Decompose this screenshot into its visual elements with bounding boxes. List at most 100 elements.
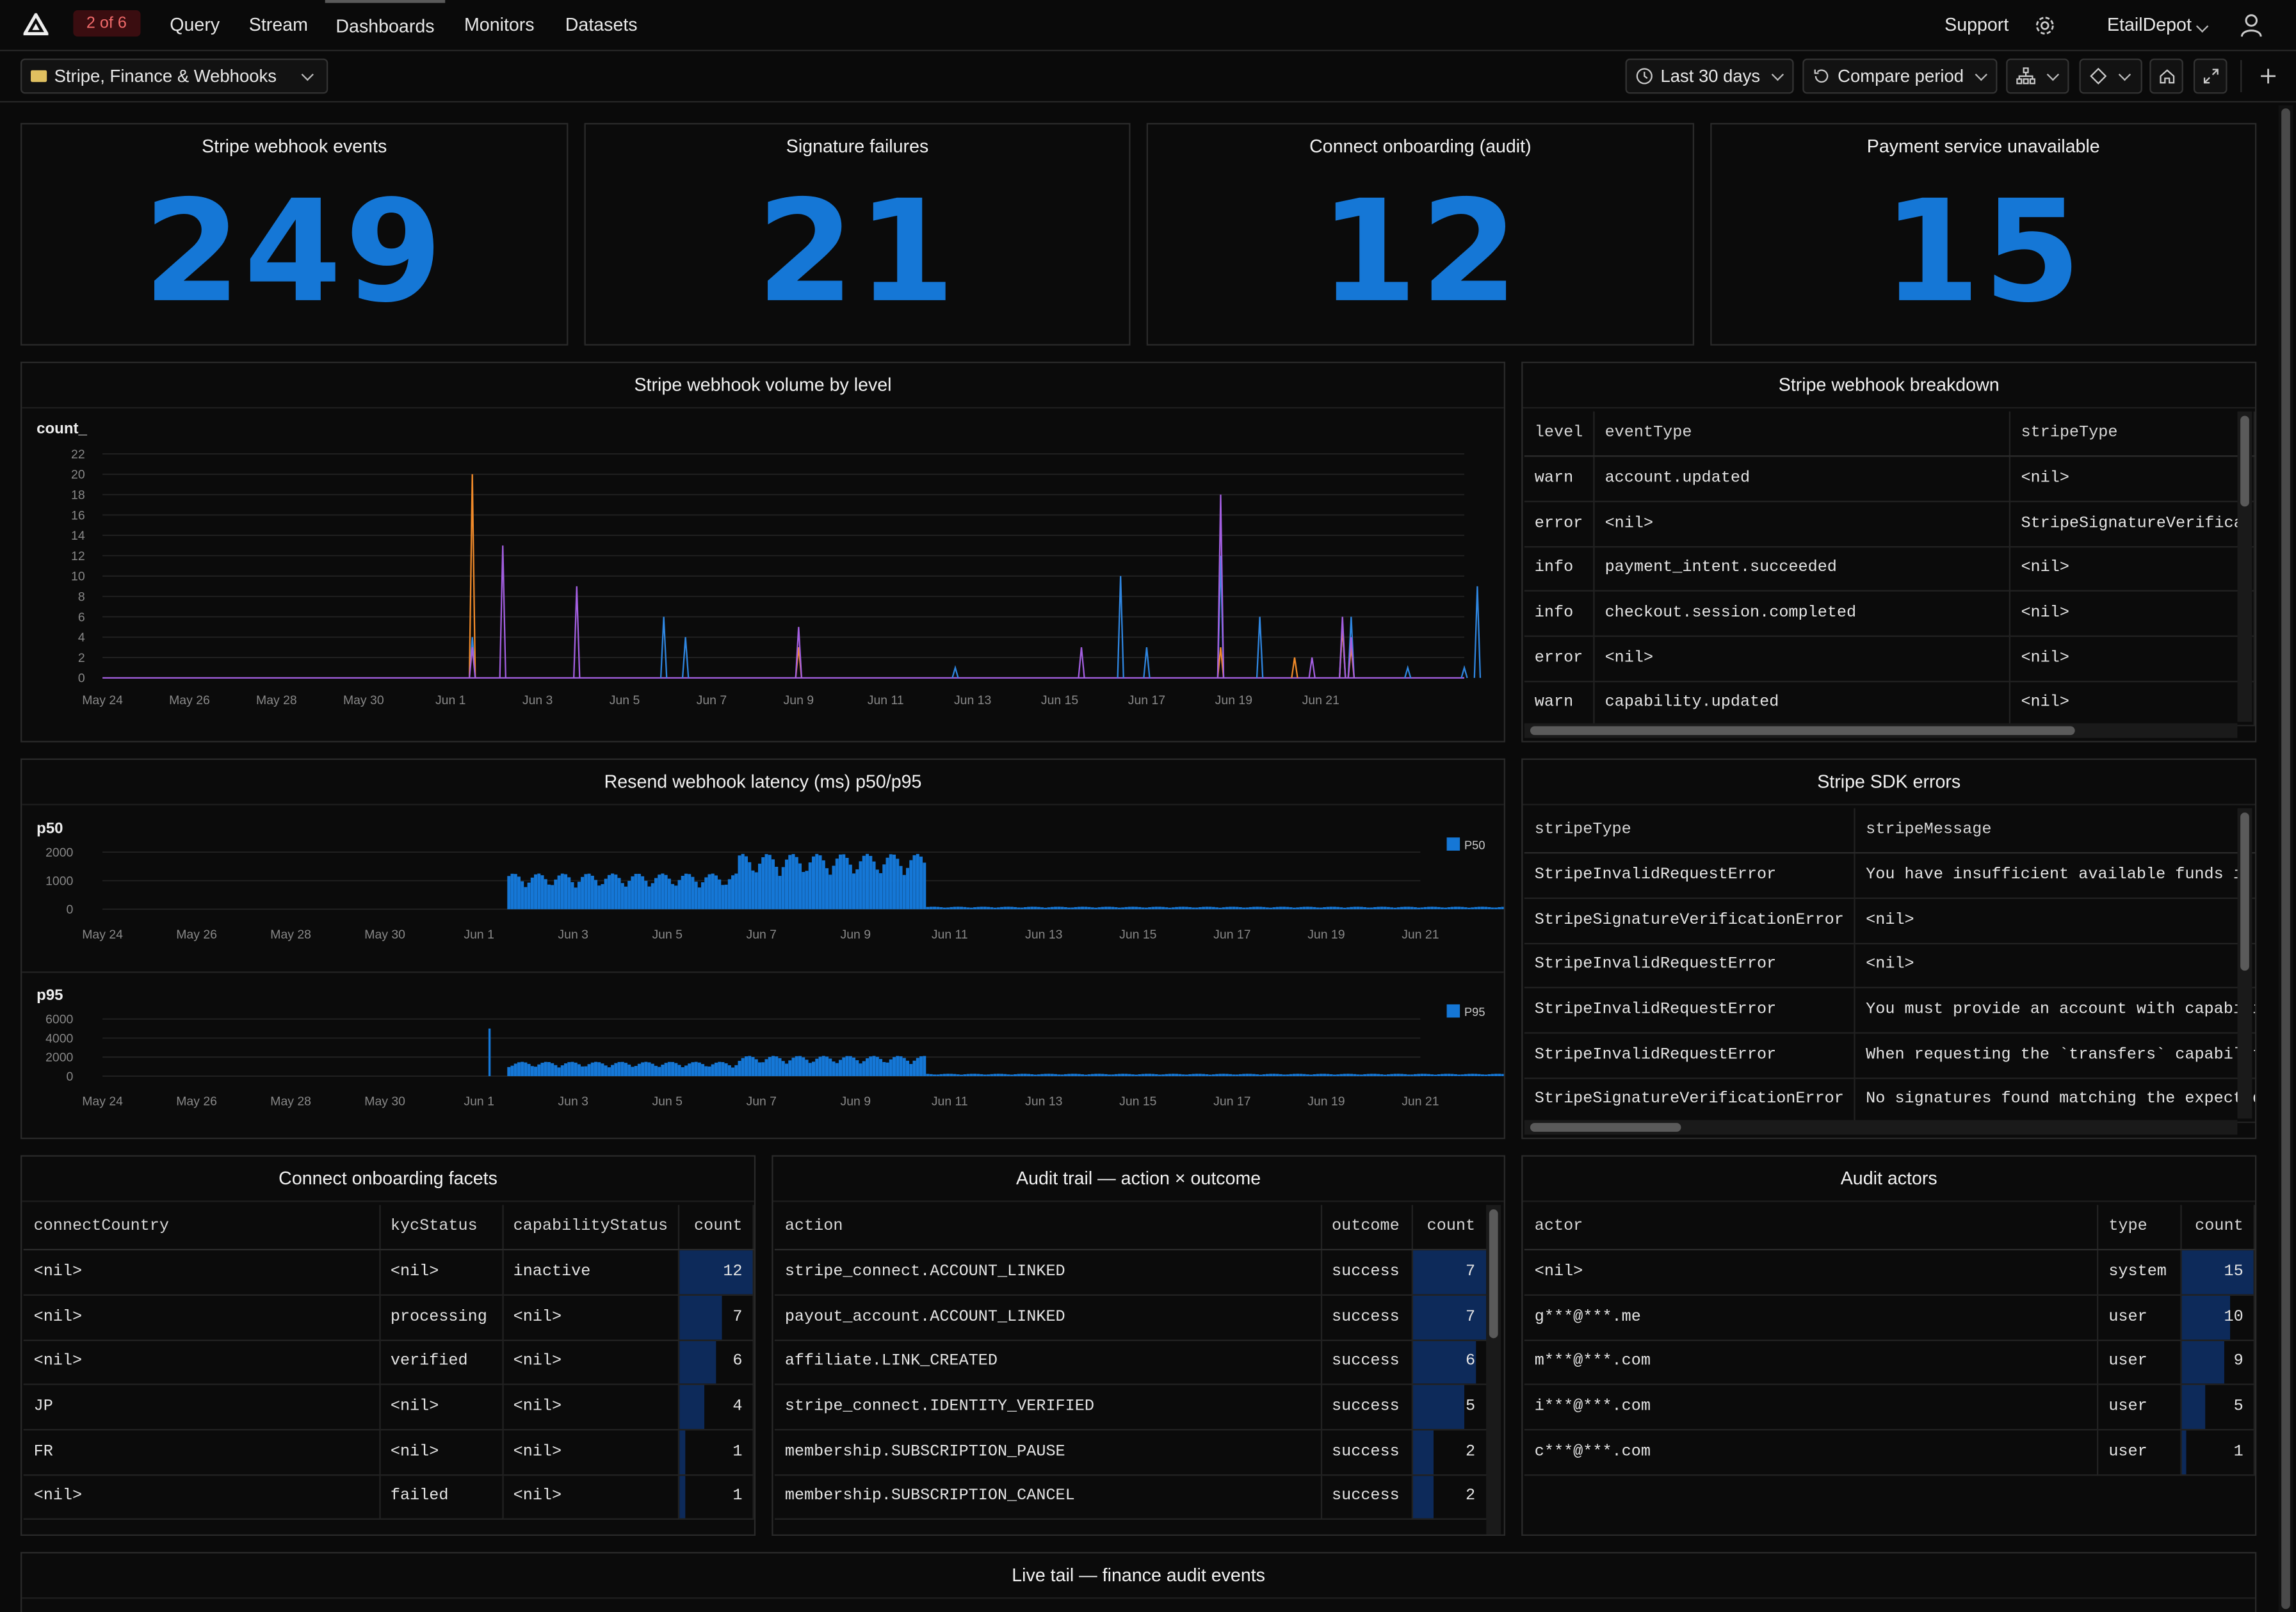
col-connectcountry[interactable]: connectCountry [23, 1205, 380, 1251]
volume-chart-panel[interactable]: Stripe webhook volume by level count_ 0 2 4… [20, 361, 1506, 743]
add-panel-button[interactable] [2252, 58, 2284, 93]
dashboard-pager[interactable]: 2 of 6 [73, 10, 140, 37]
volume-chart[interactable]: count_ 0 2 4 6 8 10 12 14 16 18 20 22 May 24 May 26 May… [22, 410, 1503, 741]
gear-icon[interactable] [2034, 15, 2056, 36]
table-header: actor type count [1524, 1205, 2255, 1251]
live-tail-panel[interactable]: Live tail — finance audit events [20, 1552, 2257, 1612]
table-row[interactable]: stripe_connect.ACCOUNT_LINKED success 7 [774, 1250, 1487, 1296]
latency-bar [815, 853, 819, 910]
sdk-errors-panel[interactable]: Stripe SDK errors stripeType stripeMessa… [1521, 758, 2257, 1140]
nav-dashboards[interactable]: Dashboards [325, 0, 446, 51]
col-eventtype[interactable]: eventType [1594, 411, 2011, 457]
col-stripetype[interactable]: stripeType [2010, 411, 2255, 457]
col-count[interactable]: count [2181, 1205, 2255, 1251]
table-row[interactable]: StripeSignatureVerificationError No signa… [1524, 1077, 2255, 1124]
table-row[interactable]: <nil> verified <nil> 6 [23, 1339, 754, 1386]
nav-query[interactable]: Query [170, 14, 220, 35]
table-row[interactable]: <nil> failed <nil> 1 [23, 1474, 754, 1520]
latency-bar [829, 1058, 832, 1076]
col-stripemessage[interactable]: stripeMessage [1855, 808, 2255, 854]
scroll-thumb[interactable] [1530, 1123, 1681, 1132]
table-row[interactable]: FR <nil> <nil> 1 [23, 1430, 754, 1476]
stat-signature-failures[interactable]: Signature failures 21 [584, 123, 1131, 346]
table-row[interactable]: JP <nil> <nil> 4 [23, 1384, 754, 1431]
latency-bar [1175, 907, 1179, 910]
table-row[interactable]: i***@***.com user 5 [1524, 1384, 2255, 1431]
vertical-scrollbar[interactable] [1486, 1205, 1501, 1535]
table-row[interactable]: error <nil> <nil> [1524, 636, 2255, 682]
latency-chart[interactable]: p50 0 1000 2000 May 24 May 26 May 28 May 30 Jun … [22, 807, 1504, 1138]
scroll-thumb[interactable] [2240, 415, 2249, 507]
table-row[interactable]: c***@***.com user 1 [1524, 1430, 2255, 1476]
logo-icon[interactable] [23, 13, 49, 37]
stat-connect-onboarding[interactable]: Connect onboarding (audit) 12 [1146, 123, 1695, 346]
nav-datasets[interactable]: Datasets [565, 14, 638, 35]
table-row[interactable]: stripe_connect.IDENTITY_VERIFIED success 5 [774, 1384, 1487, 1431]
table-row[interactable]: m***@***.com user 9 [1524, 1339, 2255, 1386]
user-icon[interactable] [2240, 13, 2262, 38]
latency-bar [784, 859, 789, 910]
stat-payment-unavailable[interactable]: Payment service unavailable 15 [1710, 123, 2257, 346]
col-stripetype[interactable]: stripeType [1524, 808, 1856, 854]
support-link[interactable]: Support [1944, 14, 2009, 35]
latency-chart-panel[interactable]: Resend webhook latency (ms) p50/p95 p50 0… [20, 758, 1506, 1140]
col-capabilitystatus[interactable]: capabilityStatus [502, 1205, 680, 1251]
col-outcome[interactable]: outcome [1320, 1205, 1412, 1251]
page-scroll-thumb[interactable] [2281, 108, 2290, 1609]
latency-bar [530, 1066, 534, 1076]
expand-button[interactable] [2193, 58, 2227, 94]
compare-period-button[interactable]: Compare period [1802, 58, 1998, 94]
scroll-thumb[interactable] [1530, 726, 2075, 736]
count-bar [2181, 1385, 2206, 1428]
table-row[interactable]: <nil> processing <nil> 7 [23, 1294, 754, 1341]
table-row[interactable]: <nil> <nil> inactive 12 [23, 1250, 754, 1296]
time-range-button[interactable]: Last 30 days [1625, 58, 1794, 94]
nav-monitors[interactable]: Monitors [464, 14, 535, 35]
table-row[interactable]: affiliate.LINK_CREATED success 6 [774, 1339, 1487, 1386]
latency-bar [929, 1074, 933, 1076]
table-row[interactable]: payout_account.ACCOUNT_LINKED success 7 [774, 1294, 1487, 1341]
table-row[interactable]: StripeInvalidRequestError When requesting… [1524, 1033, 2255, 1079]
col-kycstatus[interactable]: kycStatus [379, 1205, 503, 1251]
scroll-thumb[interactable] [2240, 812, 2249, 971]
table-row[interactable]: info checkout.session.completed <nil> [1524, 591, 2255, 637]
scroll-thumb[interactable] [1489, 1209, 1498, 1339]
nav-stream[interactable]: Stream [248, 14, 308, 35]
col-count[interactable]: count [679, 1205, 754, 1251]
table-row[interactable]: membership.SUBSCRIPTION_PAUSE success 2 [774, 1430, 1487, 1476]
col-action[interactable]: action [774, 1205, 1322, 1251]
connect-facets-panel[interactable]: Connect onboarding facets connectCountry… [20, 1155, 756, 1536]
home-button[interactable] [2149, 58, 2183, 94]
table-row[interactable]: info payment_intent.succeeded <nil> [1524, 546, 2255, 592]
table-row[interactable]: StripeInvalidRequestError <nil> [1524, 942, 2255, 989]
vertical-scrollbar[interactable] [2237, 808, 2252, 1119]
table-row[interactable]: warn account.updated <nil> [1524, 456, 2255, 503]
group-by-button[interactable] [2006, 58, 2069, 94]
latency-bar [661, 873, 665, 910]
audit-actors-panel[interactable]: Audit actors actor type count <nil> syste… [1521, 1155, 2257, 1536]
latency-bar [711, 873, 715, 910]
latency-bar [963, 1074, 967, 1076]
table-row[interactable]: g***@***.me user 10 [1524, 1294, 2255, 1341]
annotations-button[interactable] [2079, 58, 2142, 94]
stat-webhook-events[interactable]: Stripe webhook events 249 [20, 123, 569, 346]
col-actor[interactable]: actor [1524, 1205, 2099, 1251]
webhook-breakdown-panel[interactable]: Stripe webhook breakdown level eventType… [1521, 361, 2257, 743]
page-scrollbar[interactable] [2278, 105, 2293, 1612]
table-row[interactable]: warn capability.updated <nil> [1524, 681, 2255, 727]
table-row[interactable]: error <nil> StripeSignatureVerifica [1524, 501, 2255, 547]
horizontal-scrollbar[interactable] [1524, 1120, 2238, 1135]
table-row[interactable]: <nil> system 15 [1524, 1250, 2255, 1296]
col-type[interactable]: type [2098, 1205, 2182, 1251]
horizontal-scrollbar[interactable] [1524, 723, 2238, 738]
table-row[interactable]: StripeSignatureVerificationError <nil> [1524, 898, 2255, 944]
table-row[interactable]: StripeInvalidRequestError You must provid… [1524, 988, 2255, 1034]
table-row[interactable]: StripeInvalidRequestError You have insuff… [1524, 853, 2255, 899]
org-switcher[interactable]: EtailDepot [2107, 0, 2208, 51]
audit-trail-panel[interactable]: Audit trail — action × outcome action ou… [772, 1155, 1506, 1536]
vertical-scrollbar[interactable] [2237, 411, 2252, 722]
dashboard-selector[interactable]: Stripe, Finance & Webhooks [20, 58, 328, 94]
col-count[interactable]: count [1411, 1205, 1487, 1251]
col-level[interactable]: level [1524, 411, 1595, 457]
table-row[interactable]: membership.SUBSCRIPTION_CANCEL success 2 [774, 1474, 1487, 1520]
